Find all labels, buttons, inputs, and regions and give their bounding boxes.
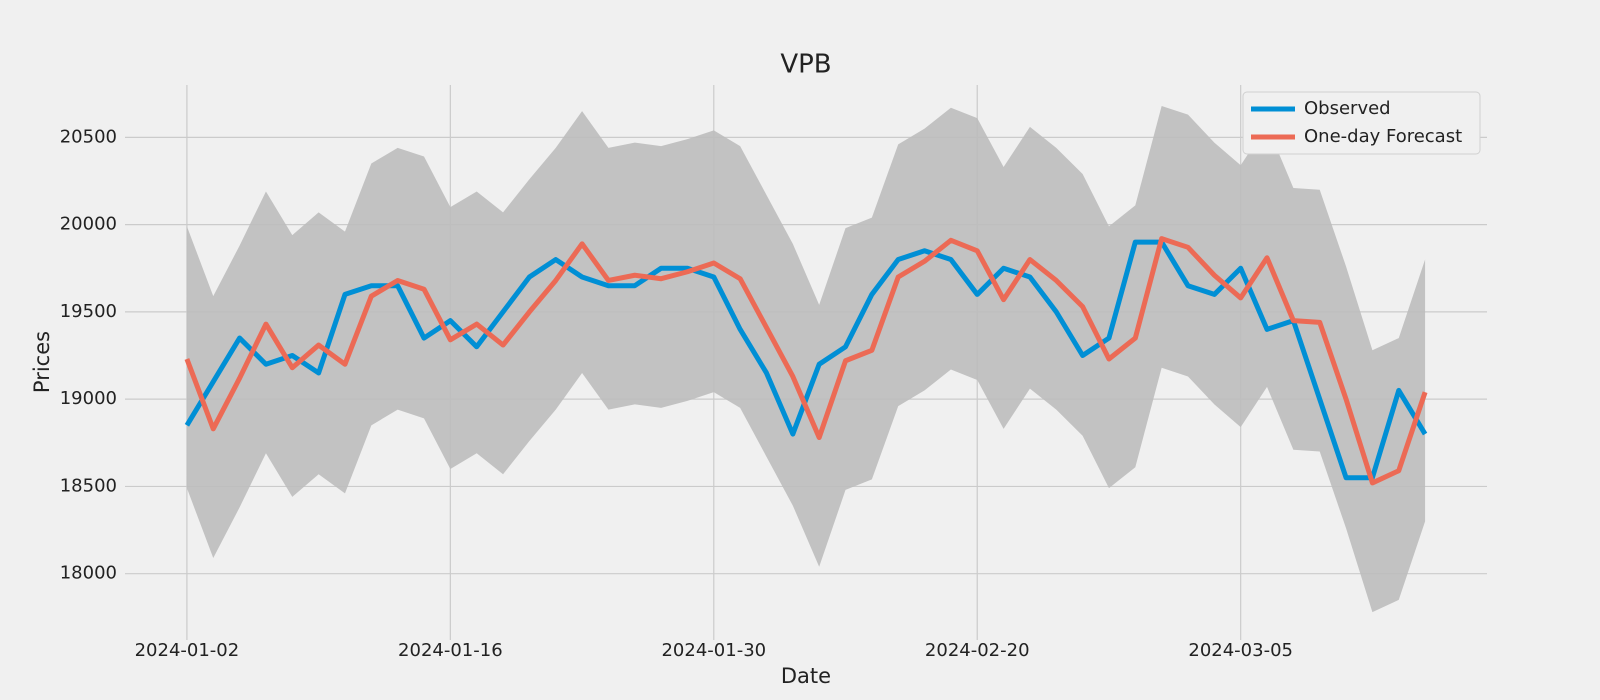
confidence-band <box>186 105 1426 613</box>
x-axis-label: Date <box>781 664 831 688</box>
legend-box <box>1242 91 1481 155</box>
y-tick-label: 19500 <box>60 301 117 322</box>
y-tick-label: 19000 <box>60 388 117 409</box>
y-tick-label: 18500 <box>60 475 117 496</box>
x-tick-label: 2024-01-16 <box>398 640 503 661</box>
series-line <box>184 236 1428 486</box>
chart-title: VPB <box>780 50 831 80</box>
legend-label: One-day Forecast <box>1304 126 1462 147</box>
x-tick-label: 2024-01-30 <box>661 640 766 661</box>
y-axis-label: Prices <box>30 331 54 393</box>
x-tick-label: 2024-02-20 <box>925 640 1030 661</box>
y-tick-label: 20500 <box>60 126 117 147</box>
legend-label: Observed <box>1304 98 1391 119</box>
x-tick-label: 2024-01-02 <box>135 640 240 661</box>
y-tick-label: 20000 <box>60 214 117 235</box>
x-tick-label: 2024-03-05 <box>1188 640 1293 661</box>
y-tick-label: 18000 <box>60 563 117 584</box>
